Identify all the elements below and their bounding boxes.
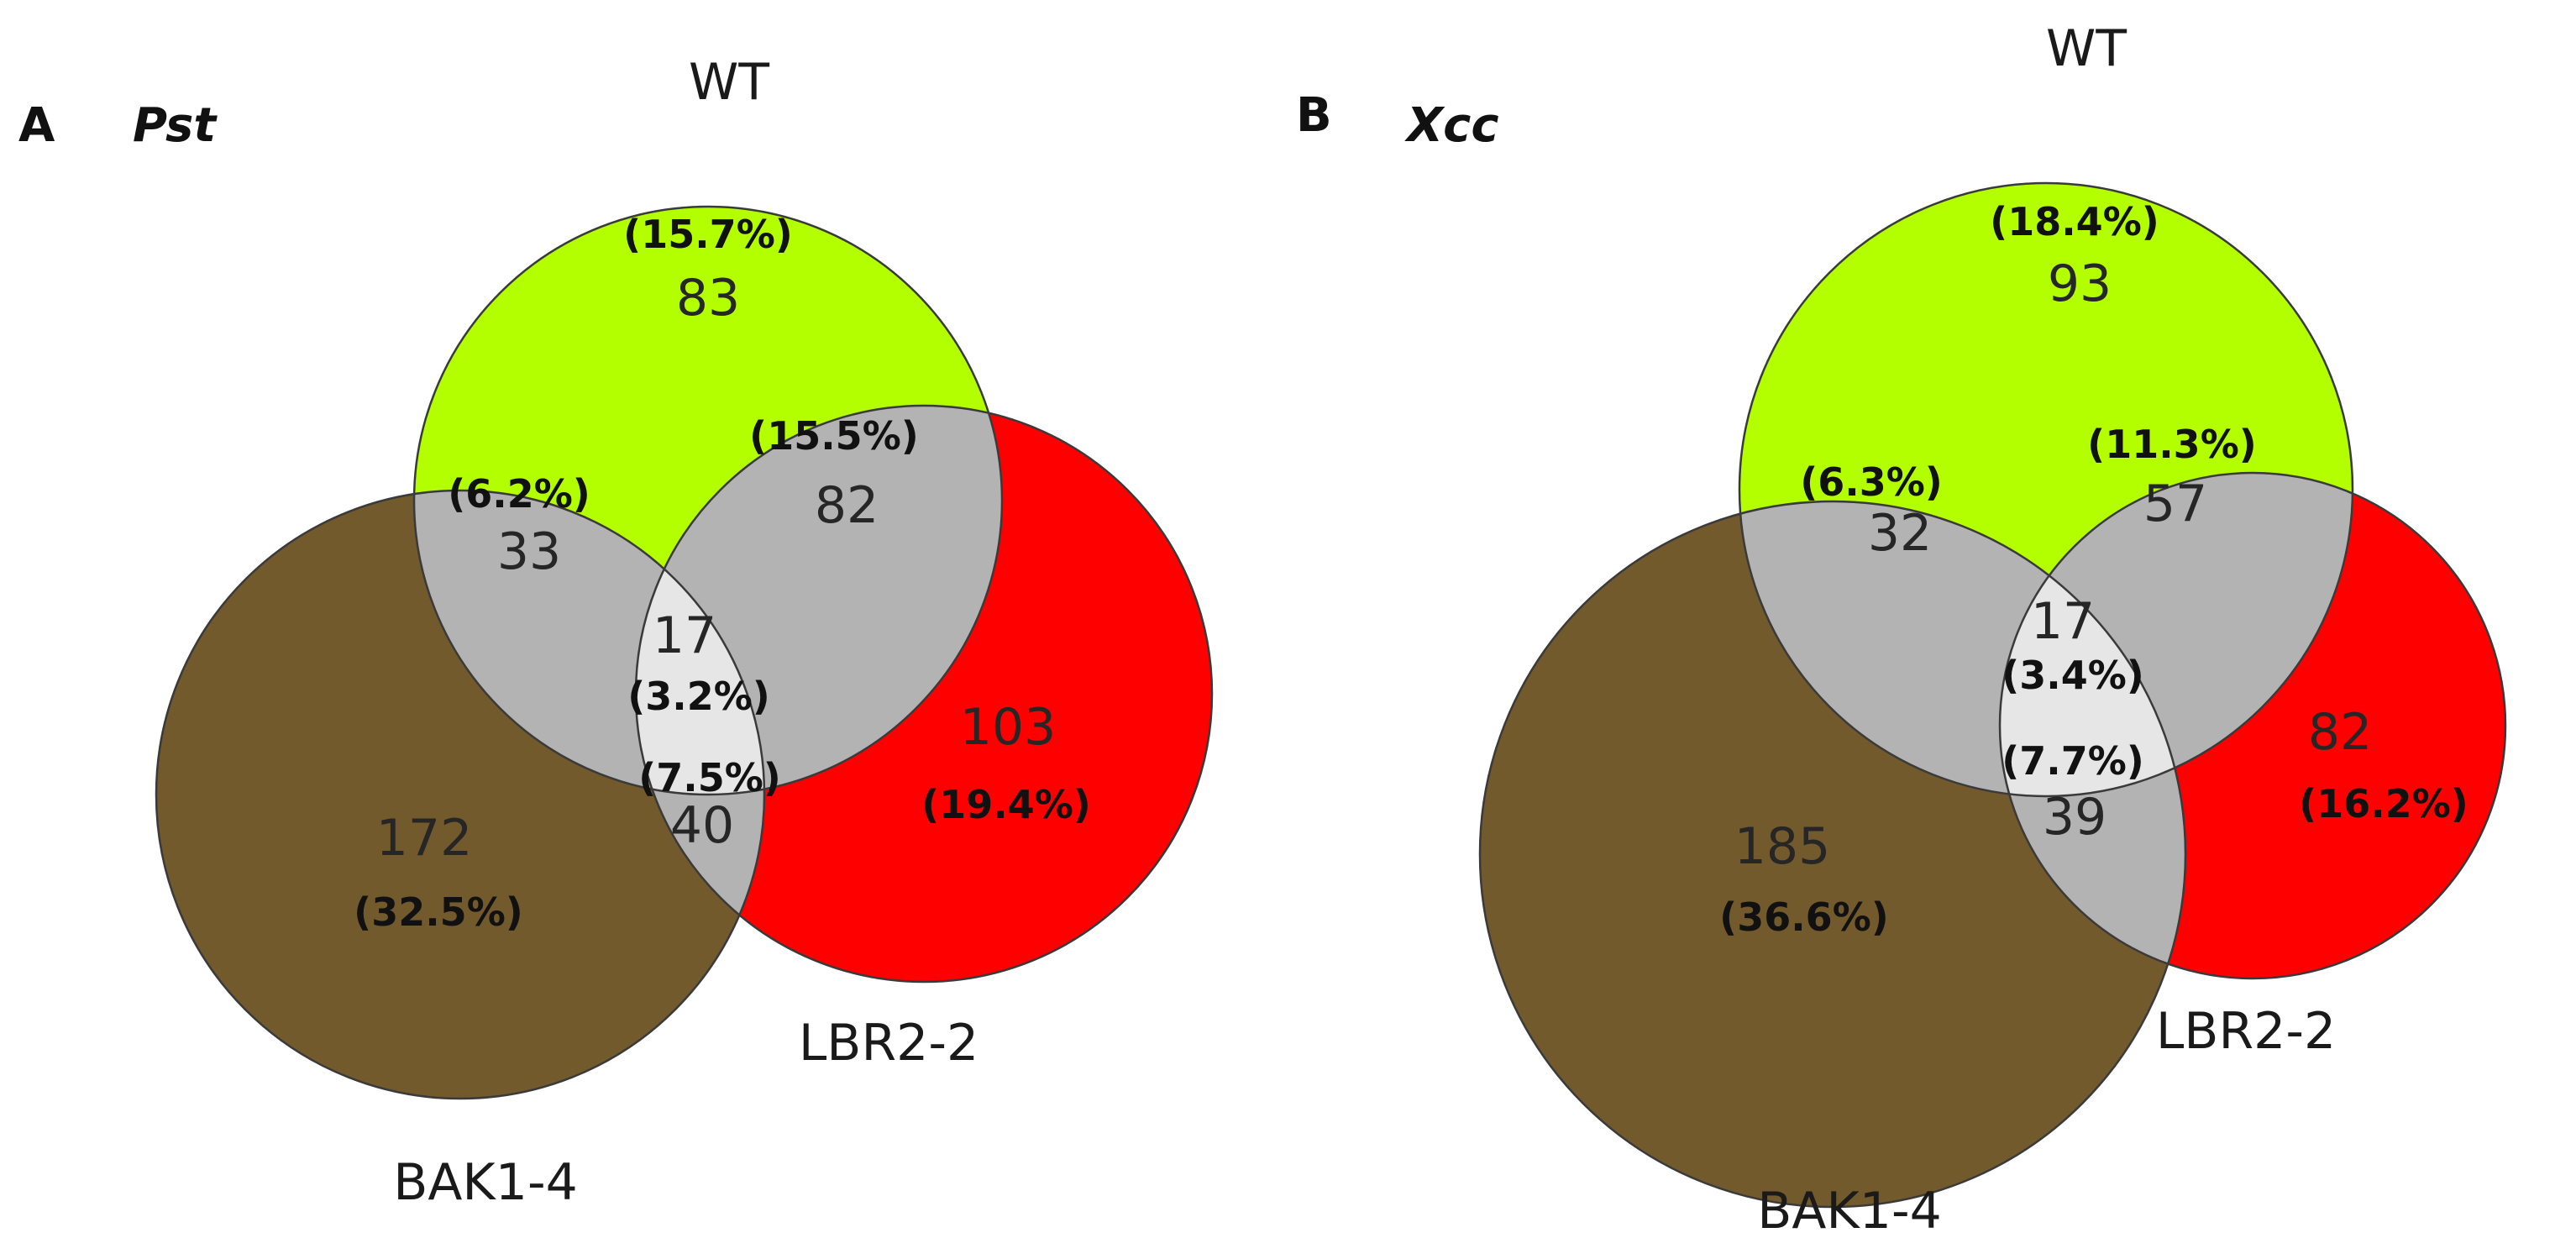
count-wt-lbr: 82 bbox=[815, 476, 879, 535]
outline-lbr bbox=[1998, 471, 2507, 980]
set-label-bak: BAK1-4 bbox=[1757, 1182, 1942, 1241]
set-label-bak: BAK1-4 bbox=[393, 1153, 578, 1212]
count-lbr-bak: 40 bbox=[670, 796, 734, 855]
pct-wt-only: (18.4%) bbox=[1990, 199, 2159, 244]
pct-wt-lbr: (11.3%) bbox=[2087, 422, 2257, 467]
pct-bak-only: (32.5%) bbox=[354, 889, 523, 935]
set-label-wt: WT bbox=[689, 53, 769, 112]
outline-bak bbox=[155, 489, 766, 1100]
panel-organism: Xcc bbox=[1404, 98, 1499, 153]
count-bak-only: 172 bbox=[376, 809, 473, 868]
panel-letter: B bbox=[1296, 88, 1332, 143]
outline-wt bbox=[1738, 181, 2354, 798]
outline-bak bbox=[1478, 500, 2187, 1209]
count-wt-only: 83 bbox=[676, 269, 740, 328]
pct-wt-only: (15.7%) bbox=[623, 212, 793, 257]
panel-a: A Pst WT LBR2-2 BAK1-4 (15.7%) 83 bbox=[18, 53, 1214, 1212]
count-wt-bak: 32 bbox=[1868, 504, 1932, 563]
pct-all: (3.2%) bbox=[627, 674, 770, 719]
pct-wt-lbr: (15.5%) bbox=[749, 413, 919, 459]
set-label-lbr: LBR2-2 bbox=[799, 1014, 978, 1073]
set-label-wt: WT bbox=[2046, 19, 2127, 78]
pct-lbr-only: (19.4%) bbox=[921, 782, 1091, 827]
count-bak-only: 185 bbox=[1734, 817, 1831, 876]
panel-b: B Xcc WT LBR2-2 BAK1-4 (18.4%) 93 bbox=[1296, 19, 2507, 1241]
overlap-all bbox=[2000, 501, 2185, 796]
count-wt-only: 93 bbox=[2048, 254, 2112, 313]
count-lbr-only: 103 bbox=[960, 698, 1057, 757]
panel-organism: Pst bbox=[133, 98, 218, 153]
pct-wt-bak: (6.2%) bbox=[448, 471, 590, 517]
overlap-wt-bak bbox=[414, 490, 764, 795]
pct-lbr-bak: (7.7%) bbox=[2002, 738, 2144, 784]
pct-lbr-bak: (7.5%) bbox=[638, 755, 781, 800]
count-wt-bak: 33 bbox=[497, 522, 561, 581]
pct-lbr-only: (16.2%) bbox=[2299, 781, 2468, 826]
outline-lbr bbox=[634, 404, 1214, 984]
set-label-lbr: LBR2-2 bbox=[2156, 1002, 2336, 1061]
count-lbr-only: 82 bbox=[2308, 703, 2372, 762]
pct-wt-bak: (6.3%) bbox=[1800, 459, 1943, 505]
count-all: 17 bbox=[2031, 592, 2095, 651]
panel-letter: A bbox=[18, 98, 55, 153]
pct-bak-only: (36.6%) bbox=[1719, 894, 1889, 940]
count-all: 17 bbox=[653, 606, 716, 665]
outline-wt bbox=[412, 205, 1004, 796]
pct-all: (3.4%) bbox=[2002, 653, 2144, 698]
overlap-wt-lbr bbox=[636, 406, 1002, 795]
count-wt-lbr: 57 bbox=[2143, 475, 2207, 533]
count-lbr-bak: 39 bbox=[2043, 788, 2106, 847]
